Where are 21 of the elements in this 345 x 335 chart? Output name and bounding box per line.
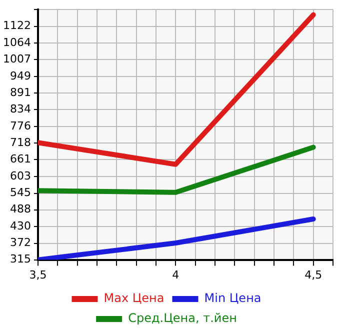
legend-label: Min Цена (204, 291, 262, 306)
y-tick-label: 488 (10, 202, 31, 216)
x-tick-label: 4,5 (304, 268, 322, 282)
y-tick-label: 545 (10, 186, 31, 200)
y-tick-label: 834 (10, 102, 31, 116)
y-tick-label: 661 (10, 152, 31, 166)
y-tick-label: 891 (10, 86, 31, 100)
y-tick-label: 315 (10, 252, 31, 266)
y-tick-label: 949 (10, 69, 31, 82)
x-tick-label: 3,5 (29, 268, 47, 282)
y-tick-label: 776 (10, 119, 31, 132)
x-tick-label: 4 (172, 268, 180, 282)
legend-label: Max Цена (104, 291, 164, 306)
y-tick-label: 430 (10, 219, 31, 232)
y-tick-label: 603 (10, 169, 31, 182)
y-tick-label: 372 (10, 236, 31, 250)
legend-label: Сред.Цена, т.йен (128, 311, 237, 326)
y-tick-label: 1064 (2, 36, 31, 50)
y-tick-label: 718 (10, 136, 31, 150)
y-tick-label: 1122 (2, 19, 31, 32)
y-tick-label: 1007 (2, 52, 31, 66)
